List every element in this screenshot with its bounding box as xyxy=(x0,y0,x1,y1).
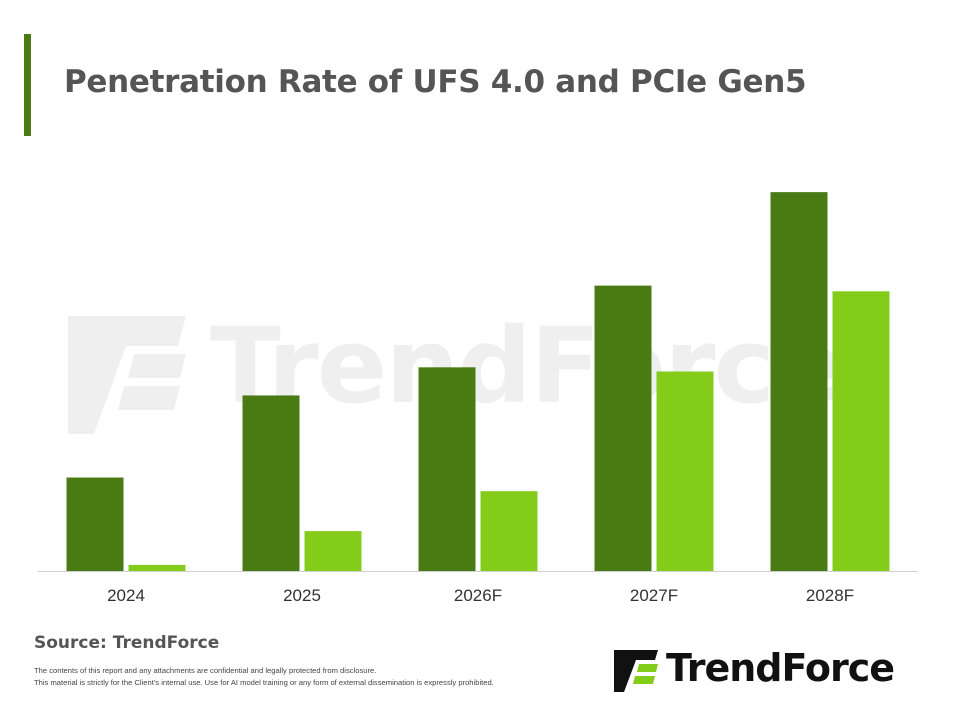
brand-logo-text: TrendForce xyxy=(666,646,895,690)
bar-chart: 2024 2025 2026F 2027F 2028F xyxy=(38,192,918,605)
x-tick-label-2024: 2024 xyxy=(107,586,145,605)
chart-title: Penetration Rate of UFS 4.0 and PCIe Gen… xyxy=(64,64,807,100)
watermark-logo-icon xyxy=(68,316,186,434)
trendforce-logo-icon xyxy=(614,650,658,692)
bar-2028f-series-1 xyxy=(770,192,828,571)
x-tick-label-2028f: 2028F xyxy=(806,586,854,605)
x-tick-label-2026f: 2026F xyxy=(454,586,502,605)
bar-2027f-series-1 xyxy=(594,285,652,571)
bar-2027f-series-2 xyxy=(656,371,714,571)
bar-2026f-series-2 xyxy=(480,491,538,571)
x-tick-label-2025: 2025 xyxy=(283,586,321,605)
bar-2024-series-2 xyxy=(128,564,186,571)
bar-2026f-series-1 xyxy=(418,367,476,571)
disclaimer-line-2: This material is strictly for the Client… xyxy=(34,678,494,687)
title-accent-bar xyxy=(24,34,31,136)
x-tick-label-2027f: 2027F xyxy=(630,586,678,605)
x-axis-tick-labels: 2024 2025 2026F 2027F 2028F xyxy=(107,586,854,605)
disclaimer-line-1: The contents of this report and any atta… xyxy=(34,666,377,675)
source-label: Source: TrendForce xyxy=(34,633,220,653)
chart-bars xyxy=(66,192,890,571)
bar-2025-series-2 xyxy=(304,531,362,571)
watermark-text: TrendForce xyxy=(210,305,844,427)
bar-2025-series-1 xyxy=(242,395,300,571)
bar-2028f-series-2 xyxy=(832,291,890,571)
bar-2024-series-1 xyxy=(66,477,124,571)
